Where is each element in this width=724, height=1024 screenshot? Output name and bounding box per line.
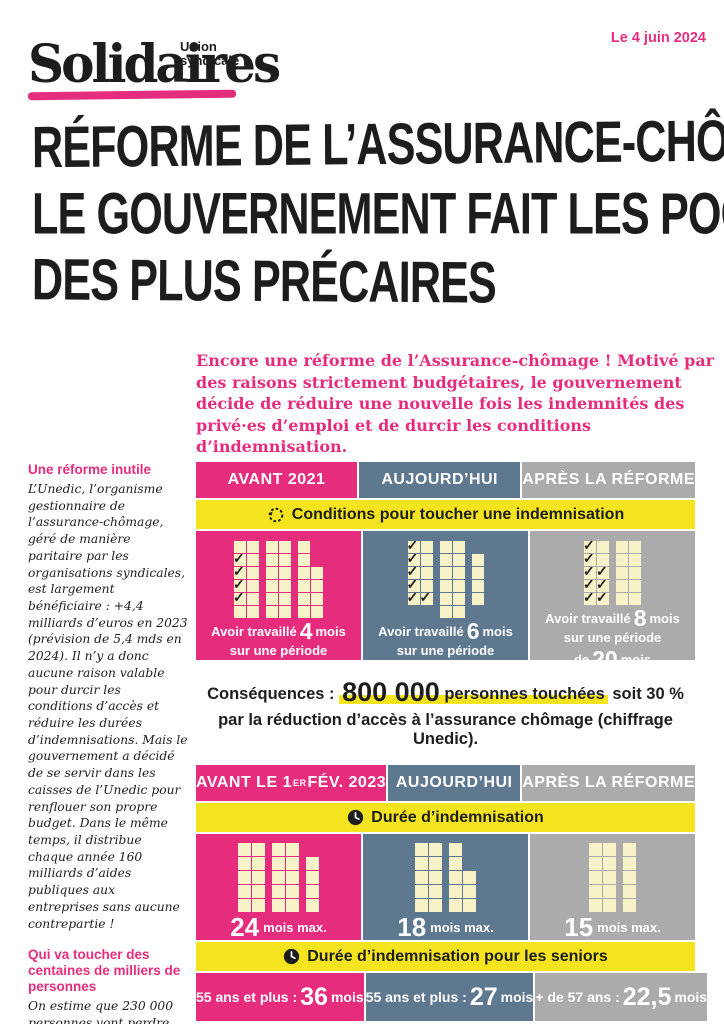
- calendar-grid: [415, 843, 476, 912]
- consequences-line2: par la réduction d’accès à l’assurance c…: [218, 711, 673, 748]
- conditions-caption: Avoir travaillé 4 mois sur une période de 2…: [211, 618, 346, 686]
- conditions-cell-apres-reforme: ✓ ✓ ✓ ✓ ✓ ✓ ✓ ✓ Avoir travaillé 8 mois sur une pé…: [530, 531, 695, 672]
- consequences-suffix: soit 30 %: [607, 685, 684, 703]
- duration-cell-avant: 24 mois max.: [196, 834, 361, 942]
- conditions-cell-aujourdhui: ✓ ✓ ✓ ✓ ✓ ✓ Avoir travaillé 6 mois sur une péri…: [363, 531, 528, 685]
- consequences-note: Conséquences : 800 000 personnes touchée…: [196, 677, 695, 749]
- banner-conditions: Conditions pour toucher une indemnisatio…: [196, 500, 695, 529]
- banner-conditions-label: Conditions pour toucher une indemnisatio…: [291, 505, 625, 523]
- conditions-caption: Avoir travaillé 6 mois sur une période de 2…: [378, 618, 513, 686]
- sidebar-body: L’Unedic, l’organisme gestionnaire de l’…: [28, 481, 188, 931]
- logo-syndicale: syndicale: [180, 53, 240, 69]
- banner-duration: Durée d’indemnisation: [196, 803, 695, 832]
- solidaires-logo: Union syndicale Solidaires: [27, 32, 281, 101]
- sidebar: Une réforme inutile L’Unedic, l’organism…: [28, 462, 188, 1024]
- main-title: RÉFORME DE L’ASSURANCE-CHÔMAGE : LE GOUV…: [32, 108, 724, 316]
- clock-icon: [283, 948, 300, 965]
- table-duration-header: AVANT LE 1 ER FÉV. 2023 AUJOURD’HUI APRÈS…: [196, 765, 695, 801]
- consequences-prefix: Conséquences :: [207, 685, 340, 703]
- banner-duration-label: Durée d’indemnisation: [371, 808, 544, 826]
- sidebar-body: On estime que 230 000 personnes vont per…: [28, 999, 174, 1024]
- calendar-grid: ✓ ✓ ✓ ✓ ✓ ✓: [407, 538, 484, 618]
- sidebar-section-reforme-inutile: Une réforme inutile L’Unedic, l’organism…: [28, 462, 188, 932]
- seniors-cell-aujourdhui: 55 ans et plus : 27 mois: [365, 973, 534, 1021]
- title-line-2: LE GOUVERNEMENT FAIT LES POCHES: [32, 182, 724, 247]
- logo-wordmark: Solidaires: [28, 32, 281, 95]
- col-header-apres-reforme: APRÈS LA RÉFORME: [522, 765, 695, 801]
- col-header-aujourdhui: AUJOURD’HUI: [359, 462, 521, 498]
- calendar-grid: [238, 843, 319, 912]
- calendar-grid: ✓ ✓ ✓ ✓: [233, 541, 323, 618]
- seniors-row: 55 ans et plus : 36 mois 55 ans et plus …: [196, 973, 708, 1021]
- header: Union syndicale Solidaires Le 4 juin 202…: [27, 22, 706, 112]
- duration-cell-apres: 15 mois max.: [530, 834, 695, 942]
- sidebar-heading: Qui va toucher des centaines de milliers…: [28, 947, 181, 995]
- table-duration: AVANT LE 1 ER FÉV. 2023 AUJOURD’HUI APRÈS…: [196, 765, 708, 1021]
- conditions-cell-avant-2021: ✓ ✓ ✓ ✓ Avoir travaillé 4 mois sur une périod…: [196, 531, 361, 685]
- banner-seniors-label: Durée d’indemnisation pour les seniors: [307, 947, 608, 965]
- col-header-avant-2021: AVANT 2021: [196, 462, 358, 498]
- sidebar-heading: Une réforme inutile: [28, 462, 152, 477]
- consequences-number: 800 000: [342, 677, 440, 707]
- table-duration-body: 24 mois max. 18 mois max. 15 mois max.: [196, 834, 695, 942]
- logo-union-syndicale: Union syndicale: [180, 39, 240, 69]
- table-conditions-body: ✓ ✓ ✓ ✓ Avoir travaillé 4 mois sur une périod…: [196, 531, 695, 685]
- banner-seniors: Durée d’indemnisation pour les seniors: [196, 942, 695, 971]
- col-header-avant-fev-2023: AVANT LE 1 ER FÉV. 2023: [196, 765, 387, 801]
- consequences-highlight: 800 000 personnes touchées: [339, 677, 608, 707]
- logo-underline: [27, 89, 237, 101]
- logo-union: Union: [180, 39, 217, 54]
- col-header-aujourdhui: AUJOURD’HUI: [388, 765, 521, 801]
- table-conditions: AVANT 2021 AUJOURD’HUI APRÈS LA RÉFORME …: [196, 462, 695, 685]
- sidebar-section-qui-va-toucher: Qui va toucher des centaines de milliers…: [28, 947, 188, 1024]
- conditions-caption: Avoir travaillé 8 mois sur une période de 2…: [545, 605, 680, 673]
- document-date: Le 4 juin 2024: [610, 30, 706, 46]
- duration-cell-aujourdhui: 18 mois max.: [363, 834, 528, 942]
- title-line-3: DES PLUS PRÉCAIRES: [31, 248, 497, 317]
- table-conditions-header: AVANT 2021 AUJOURD’HUI APRÈS LA RÉFORME: [196, 462, 695, 498]
- clock-icon: [347, 809, 364, 826]
- calendar-grid: ✓ ✓ ✓ ✓ ✓ ✓ ✓ ✓: [583, 538, 641, 605]
- calendar-grid: [589, 843, 636, 912]
- seniors-cell-avant: 55 ans et plus : 36 mois: [196, 973, 364, 1021]
- seniors-cell-apres: + de 57 ans : 22,5 mois: [535, 973, 708, 1021]
- intro-paragraph: Encore une réforme de l’Assurance-chômag…: [196, 351, 715, 457]
- infographic: AVANT 2021 AUJOURD’HUI APRÈS LA RÉFORME …: [196, 462, 708, 1024]
- cycle-icon: [267, 506, 285, 524]
- col-header-apres-reforme: APRÈS LA RÉFORME: [522, 462, 695, 498]
